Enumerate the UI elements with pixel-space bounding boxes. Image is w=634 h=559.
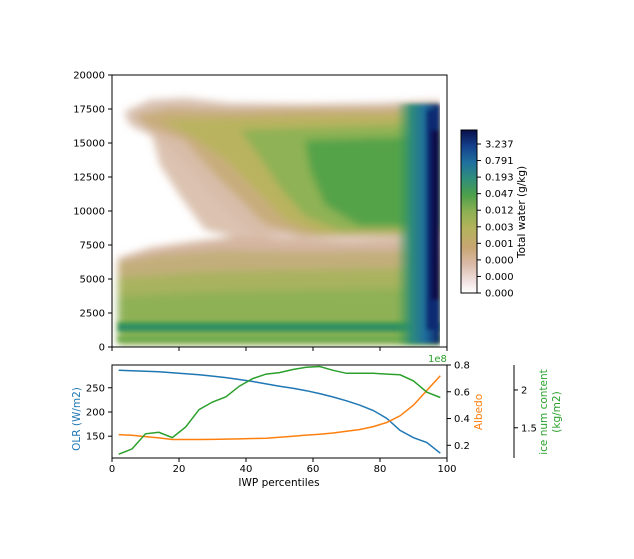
y-tick-label: 15000 xyxy=(73,139,105,150)
albedo-axis-label: Albedo xyxy=(473,394,485,430)
y-tick-label: 17500 xyxy=(73,105,105,116)
colorbar-tick-label: 0.000 xyxy=(485,289,514,300)
colorbar-tick-label: 0.193 xyxy=(485,173,514,184)
albedo-tick-label: 0.6 xyxy=(454,387,470,398)
line-x-axis: 0 20 40 60 80 100 xyxy=(109,458,457,475)
line-panel xyxy=(111,364,448,459)
ice-offset-label: 1e8 xyxy=(428,354,447,365)
colorbar-tick-label: 0.047 xyxy=(485,189,514,200)
x-tick-label: 0 xyxy=(109,464,115,475)
olr-tick-label: 250 xyxy=(86,383,105,394)
x-axis-label: IWP percentiles xyxy=(238,477,319,489)
colorbar-tick-label: 0.791 xyxy=(485,156,514,167)
heatmap-contours xyxy=(118,75,447,347)
colorbar-gradient xyxy=(461,130,477,293)
x-tick-label: 20 xyxy=(173,464,186,475)
y-tick-label: 7500 xyxy=(80,241,105,252)
ice-axis: 1.52 xyxy=(513,365,537,458)
x-tick-label: 80 xyxy=(374,464,387,475)
y-tick-label: 20000 xyxy=(73,71,105,82)
ice-tick-label: 2 xyxy=(521,385,527,396)
olr-axis: 150 200 250 xyxy=(86,383,112,443)
y-tick-label: 5000 xyxy=(80,275,105,286)
olr-axis-label: OLR (W/m2) xyxy=(71,387,83,451)
x-tick-label: 40 xyxy=(240,464,253,475)
colorbar: 3.237 0.791 0.193 0.047 0.012 0.003 0.001 0.000… xyxy=(460,129,528,300)
colorbar-tick-label: 3.237 xyxy=(485,140,514,151)
y-tick-label: 2500 xyxy=(80,309,105,320)
ice-axis-label-line2: (kg/m2) xyxy=(551,391,563,432)
ice-axis-label-line1: ice num content xyxy=(538,369,550,455)
y-tick-label: 0 xyxy=(99,343,105,354)
x-tick-label: 60 xyxy=(307,464,320,475)
colorbar-tick-label: 0.000 xyxy=(485,255,514,266)
olr-tick-label: 200 xyxy=(86,407,105,418)
colorbar-tick-label: 0.012 xyxy=(485,206,514,217)
series-line-albedo xyxy=(118,375,441,441)
albedo-axis: 0.2 0.4 0.6 0.8 xyxy=(447,361,470,452)
colorbar-tick-label: 0.003 xyxy=(485,222,514,233)
heatmap-panel xyxy=(111,74,448,348)
ice-tick-label: 1.5 xyxy=(521,423,537,434)
line-series xyxy=(118,365,441,455)
x-tick-label: 100 xyxy=(437,464,456,475)
line-panel-background xyxy=(112,365,447,458)
y-tick-label: 10000 xyxy=(73,207,105,218)
heatmap-x-axis xyxy=(111,347,448,351)
y-tick-label: 12500 xyxy=(73,173,105,184)
series-line-ice xyxy=(118,365,441,455)
colorbar-tick-label: 0.001 xyxy=(485,239,514,250)
series-line-olr xyxy=(118,369,441,454)
colorbar-ticks: 3.237 0.791 0.193 0.047 0.012 0.003 0.001 0.000… xyxy=(477,140,514,300)
olr-tick-label: 150 xyxy=(86,432,105,443)
albedo-tick-label: 0.4 xyxy=(454,414,470,425)
colorbar-label: Total water (g/kg) xyxy=(516,166,528,259)
albedo-tick-label: 0.8 xyxy=(454,361,470,372)
colorbar-frame xyxy=(460,129,478,294)
colorbar-tick-label: 0.000 xyxy=(485,272,514,283)
albedo-tick-label: 0.2 xyxy=(454,441,470,452)
heatmap-y-axis: 0 2500 5000 7500 10000 12500 15000 17500 20000 xyxy=(73,71,112,354)
